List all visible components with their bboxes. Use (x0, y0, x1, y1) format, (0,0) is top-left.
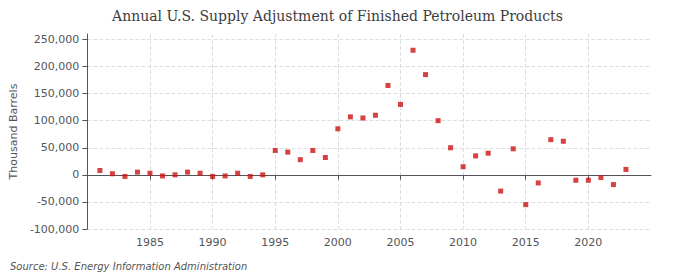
svg-text:2020: 2020 (574, 236, 602, 249)
svg-text:250,000: 250,000 (34, 33, 80, 46)
svg-text:Thousand Barrels: Thousand Barrels (7, 83, 20, 180)
svg-text:2010: 2010 (449, 236, 477, 249)
svg-text:2005: 2005 (386, 236, 414, 249)
svg-text:50,000: 50,000 (41, 141, 80, 154)
svg-text:1995: 1995 (261, 236, 289, 249)
svg-text:Source: U.S. Energy Informatio: Source: U.S. Energy Information Administ… (10, 261, 247, 272)
svg-text:1985: 1985 (136, 236, 164, 249)
svg-text:2015: 2015 (512, 236, 540, 249)
svg-text:Annual U.S. Supply Adjustment: Annual U.S. Supply Adjustment of Finishe… (111, 8, 563, 24)
svg-text:2000: 2000 (324, 236, 352, 249)
svg-text:150,000: 150,000 (34, 87, 80, 100)
svg-text:-100,000: -100,000 (30, 223, 79, 236)
svg-text:0: 0 (72, 168, 79, 181)
svg-text:200,000: 200,000 (34, 60, 80, 73)
svg-text:100,000: 100,000 (34, 114, 80, 127)
svg-text:1990: 1990 (199, 236, 227, 249)
svg-text:-50,000: -50,000 (37, 195, 79, 208)
